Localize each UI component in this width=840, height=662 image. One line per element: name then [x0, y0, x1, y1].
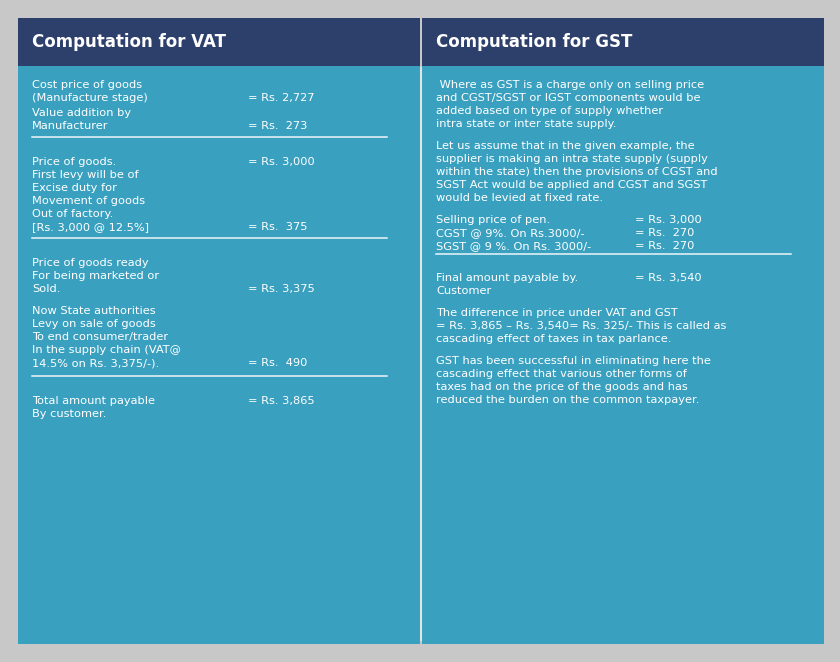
Text: SGST Act would be applied and CGST and SGST: SGST Act would be applied and CGST and S…	[436, 180, 707, 190]
Text: Let us assume that in the given example, the: Let us assume that in the given example,…	[436, 141, 695, 151]
Text: Cost price of goods: Cost price of goods	[32, 80, 142, 90]
Text: and CGST/SGST or IGST components would be: and CGST/SGST or IGST components would b…	[436, 93, 701, 103]
Text: reduced the burden on the common taxpayer.: reduced the burden on the common taxpaye…	[436, 395, 700, 405]
Text: To end consumer/trader: To end consumer/trader	[32, 332, 168, 342]
Text: Manufacturer: Manufacturer	[32, 121, 108, 131]
Text: Total amount payable: Total amount payable	[32, 396, 155, 406]
Text: SGST @ 9 %. On Rs. 3000/-: SGST @ 9 %. On Rs. 3000/-	[436, 241, 591, 251]
Text: = Rs.  375: = Rs. 375	[248, 222, 307, 232]
Text: Selling price of pen.: Selling price of pen.	[436, 215, 550, 225]
Text: taxes had on the price of the goods and has: taxes had on the price of the goods and …	[436, 382, 688, 392]
Text: GST has been successful in eliminating here the: GST has been successful in eliminating h…	[436, 356, 711, 366]
Text: = Rs.  270: = Rs. 270	[635, 228, 695, 238]
Text: = Rs.  270: = Rs. 270	[635, 241, 695, 251]
Text: 14.5% on Rs. 3,375/-).: 14.5% on Rs. 3,375/-).	[32, 358, 159, 368]
Text: Computation for GST: Computation for GST	[436, 33, 633, 51]
Text: Computation for VAT: Computation for VAT	[32, 33, 226, 51]
FancyBboxPatch shape	[18, 66, 420, 644]
Text: CGST @ 9%. On Rs.3000/-: CGST @ 9%. On Rs.3000/-	[436, 228, 585, 238]
Text: Price of goods.: Price of goods.	[32, 157, 116, 167]
Text: = Rs. 3,865 – Rs. 3,540= Rs. 325/- This is called as: = Rs. 3,865 – Rs. 3,540= Rs. 325/- This …	[436, 321, 727, 331]
FancyBboxPatch shape	[422, 18, 824, 66]
Text: supplier is making an intra state supply (supply: supplier is making an intra state supply…	[436, 154, 708, 164]
Text: = Rs. 3,865: = Rs. 3,865	[248, 396, 315, 406]
Text: Sold.: Sold.	[32, 284, 60, 294]
Text: Price of goods ready: Price of goods ready	[32, 258, 149, 268]
Text: Movement of goods: Movement of goods	[32, 196, 145, 206]
Text: Customer: Customer	[436, 286, 491, 296]
Text: cascading effect of taxes in tax parlance.: cascading effect of taxes in tax parlanc…	[436, 334, 671, 344]
Text: = Rs. 3,375: = Rs. 3,375	[248, 284, 315, 294]
FancyBboxPatch shape	[18, 18, 420, 66]
Text: Out of factory.: Out of factory.	[32, 209, 113, 219]
Text: The difference in price under VAT and GST: The difference in price under VAT and GS…	[436, 308, 678, 318]
Text: [Rs. 3,000 @ 12.5%]: [Rs. 3,000 @ 12.5%]	[32, 222, 149, 232]
Text: For being marketed or: For being marketed or	[32, 271, 159, 281]
Text: Where as GST is a charge only on selling price: Where as GST is a charge only on selling…	[436, 80, 704, 90]
Text: = Rs. 2,727: = Rs. 2,727	[248, 93, 314, 103]
Text: By customer.: By customer.	[32, 409, 107, 419]
FancyBboxPatch shape	[422, 66, 824, 644]
Text: intra state or inter state supply.: intra state or inter state supply.	[436, 119, 617, 129]
Text: = Rs.  273: = Rs. 273	[248, 121, 307, 131]
Text: In the supply chain (VAT@: In the supply chain (VAT@	[32, 345, 181, 355]
Text: would be levied at fixed rate.: would be levied at fixed rate.	[436, 193, 603, 203]
Text: = Rs. 3,000: = Rs. 3,000	[635, 215, 701, 225]
Text: (Manufacture stage): (Manufacture stage)	[32, 93, 148, 103]
Text: Now State authorities: Now State authorities	[32, 306, 155, 316]
Text: Levy on sale of goods: Levy on sale of goods	[32, 319, 155, 329]
Text: = Rs. 3,540: = Rs. 3,540	[635, 273, 701, 283]
Text: added based on type of supply whether: added based on type of supply whether	[436, 106, 663, 116]
Text: First levy will be of: First levy will be of	[32, 170, 139, 180]
Text: = Rs.  490: = Rs. 490	[248, 358, 307, 368]
Text: within the state) then the provisions of CGST and: within the state) then the provisions of…	[436, 167, 717, 177]
Text: Excise duty for: Excise duty for	[32, 183, 117, 193]
Text: Final amount payable by.: Final amount payable by.	[436, 273, 578, 283]
Text: Value addition by: Value addition by	[32, 108, 131, 118]
Text: cascading effect that various other forms of: cascading effect that various other form…	[436, 369, 687, 379]
Text: = Rs. 3,000: = Rs. 3,000	[248, 157, 315, 167]
